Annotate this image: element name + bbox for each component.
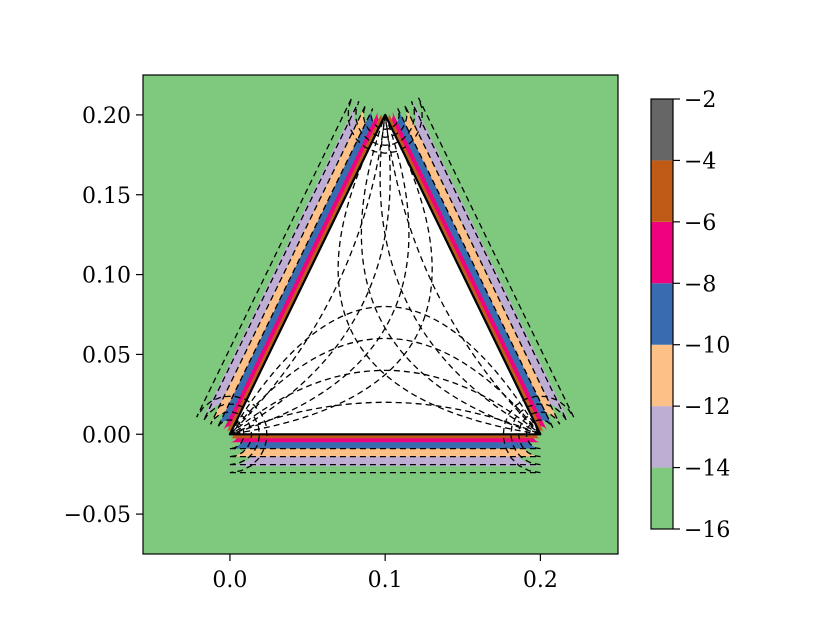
plot-frame (142, 74, 619, 555)
y-tick-label: 0.15 (82, 184, 131, 209)
colorbar-segment (651, 160, 673, 222)
colorbar: −2 −4 −6 −8 −10 −12 −14 −16 (650, 88, 730, 543)
contour-line (196, 97, 575, 474)
x-tick-label: 0.2 (523, 568, 558, 593)
y-tick-label: 0.00 (82, 423, 131, 448)
inner-dashed-curve (229, 114, 433, 435)
colorbar-frame (650, 98, 674, 530)
colorbar-tick-label: −2 (684, 88, 716, 113)
y-tick-label: 0.20 (82, 104, 131, 129)
colorbar-segment (651, 344, 673, 407)
inner-dashed-curve (379, 114, 541, 435)
inner-dashed-curve (229, 114, 386, 435)
colorbar-tick-label: −16 (684, 518, 730, 543)
x-tick-label: 0.1 (368, 568, 403, 593)
triangle-interior (229, 114, 541, 435)
y-tick-label: −0.05 (64, 503, 131, 528)
x-axis-ticks: 0.0 0.1 0.2 (212, 554, 558, 593)
inner-dashed-curve (384, 114, 541, 435)
y-tick-label: 0.05 (82, 343, 131, 368)
colorbar-segment (651, 406, 673, 468)
colorbar-tick-label: −10 (684, 334, 730, 359)
triangle-outline (228, 113, 542, 436)
inner-dashed-curve (229, 338, 541, 435)
inner-dashed-curve (229, 306, 541, 435)
colorbar-tick-label: −4 (684, 149, 716, 174)
colorbar-segment (651, 221, 673, 284)
inner-dashed-curve (229, 369, 541, 435)
triangle-edge (228, 113, 542, 436)
inner-dashed-curve (337, 114, 541, 435)
colorbar-segment (651, 467, 673, 529)
inner-dashed-curve (229, 114, 391, 435)
colorbar-segment (651, 283, 673, 345)
y-tick-label: 0.10 (82, 264, 131, 289)
colorbar-tick-label: −14 (684, 457, 730, 482)
plot-area (143, 75, 618, 554)
inner-dashed-curve (360, 114, 541, 435)
inner-dashed-lines (229, 114, 541, 435)
colorbar-tick-label: −12 (684, 395, 730, 420)
colorbar-tick-label: −8 (684, 272, 716, 297)
x-tick-label: 0.0 (212, 568, 247, 593)
colorbar-segment (651, 99, 673, 161)
y-axis-ticks: −0.05 0.00 0.05 0.10 0.15 0.20 (64, 104, 143, 528)
colorbar-tick-label: −6 (684, 211, 716, 236)
